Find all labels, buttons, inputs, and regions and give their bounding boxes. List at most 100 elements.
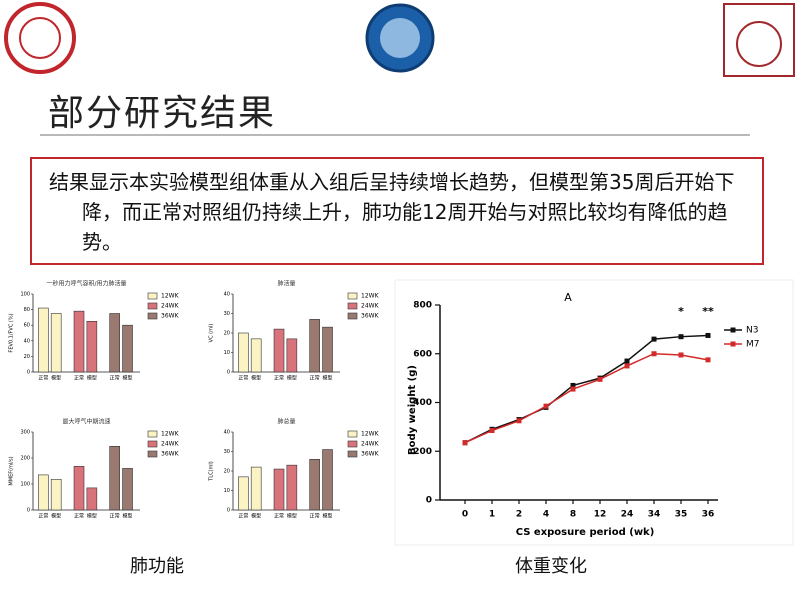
x-tick-label: 正常 bbox=[310, 513, 320, 520]
x-tick-label: 8 bbox=[570, 510, 576, 520]
series-marker bbox=[462, 440, 468, 446]
y-axis-label: Body weight (g) bbox=[407, 365, 418, 455]
y-tick-label: 30 bbox=[224, 311, 230, 317]
x-tick-label: 模型 bbox=[87, 375, 97, 382]
x-tick-label: 正常 bbox=[274, 375, 284, 382]
legend-label: 24WK bbox=[361, 303, 380, 310]
y-tick-label: 0 bbox=[27, 508, 30, 514]
series-marker bbox=[678, 334, 684, 340]
legend-label: 36WK bbox=[361, 313, 380, 320]
legend-swatch bbox=[147, 450, 158, 458]
x-tick-label: 正常 bbox=[74, 375, 84, 382]
legend-label: 12WK bbox=[161, 293, 180, 300]
x-tick-label: 模型 bbox=[251, 375, 261, 382]
x-tick-label: 模型 bbox=[287, 513, 297, 520]
y-tick-label: 800 bbox=[413, 301, 432, 311]
bar bbox=[273, 468, 285, 511]
legend-swatch bbox=[347, 292, 358, 300]
legend-swatch bbox=[147, 430, 158, 438]
legend-swatch bbox=[347, 440, 358, 448]
chart-panel bbox=[394, 279, 794, 546]
y-tick-label: 0 bbox=[227, 508, 230, 514]
y-tick-label: 100 bbox=[20, 292, 30, 298]
legend-label: 36WK bbox=[161, 451, 180, 458]
x-tick-label: 12 bbox=[594, 510, 607, 520]
y-tick-label: 60 bbox=[24, 323, 30, 329]
bar bbox=[73, 310, 85, 373]
y-tick-label: 0 bbox=[227, 370, 230, 376]
bar bbox=[250, 338, 262, 373]
y-tick-label: 400 bbox=[413, 398, 432, 408]
legend-marker bbox=[730, 341, 736, 347]
caption: 体重变化 bbox=[515, 556, 587, 577]
series-marker bbox=[705, 332, 711, 338]
y-tick-label: 600 bbox=[413, 349, 432, 359]
x-tick-label: 34 bbox=[648, 510, 661, 520]
legend-marker bbox=[730, 327, 736, 333]
series-marker bbox=[624, 363, 630, 369]
center-logo-inner bbox=[380, 18, 420, 58]
bar bbox=[86, 320, 98, 373]
x-tick-label: 1 bbox=[489, 510, 495, 520]
legend-label: 36WK bbox=[361, 451, 380, 458]
legend-swatch bbox=[347, 312, 358, 320]
chart-title: 肺活量 bbox=[277, 280, 295, 288]
x-tick-label: 正常 bbox=[38, 513, 48, 520]
annotation: * bbox=[678, 305, 684, 318]
fudan-logo bbox=[4, 2, 76, 74]
chart-title: 一秒用力呼气容积/用力肺活量 bbox=[46, 280, 126, 288]
x-tick-label: 正常 bbox=[238, 375, 248, 382]
y-tick-label: 100 bbox=[20, 482, 30, 488]
legend-label: N3 bbox=[746, 326, 758, 336]
hospital-logo bbox=[723, 3, 795, 77]
bar bbox=[309, 319, 320, 373]
legend-label: 36WK bbox=[161, 313, 180, 320]
bar bbox=[73, 466, 85, 511]
legend-label: 24WK bbox=[161, 441, 180, 448]
series-marker bbox=[570, 386, 576, 392]
series-marker bbox=[516, 418, 522, 424]
summary-box: 结果显示本实验模型组体重从入组后呈持续增长趋势，但模型第35周后开始下降，而正常… bbox=[30, 157, 764, 265]
chart-title: 最大呼气中期流速 bbox=[62, 418, 110, 426]
bar bbox=[322, 326, 333, 373]
bar bbox=[122, 468, 133, 511]
caption: 肺功能 bbox=[130, 556, 184, 577]
bar bbox=[322, 449, 333, 511]
y-tick-label: 200 bbox=[413, 447, 432, 457]
bar bbox=[109, 313, 120, 373]
bar bbox=[122, 324, 133, 373]
series-marker bbox=[570, 382, 576, 388]
legend-label: 12WK bbox=[361, 293, 380, 300]
x-tick-label: 正常 bbox=[74, 513, 84, 520]
bar bbox=[273, 328, 285, 373]
legend-swatch bbox=[147, 302, 158, 310]
x-tick-label: 正常 bbox=[274, 513, 284, 520]
legend-label: 12WK bbox=[161, 431, 180, 438]
bar bbox=[38, 307, 49, 373]
series-marker bbox=[651, 351, 657, 357]
legend-label: M7 bbox=[746, 340, 760, 350]
x-tick-label: 模型 bbox=[323, 375, 333, 382]
bar bbox=[250, 466, 262, 511]
legend-swatch bbox=[147, 440, 158, 448]
y-axis-label: VC (ml) bbox=[209, 324, 215, 343]
series-marker bbox=[624, 358, 630, 364]
y-tick-label: 40 bbox=[224, 430, 230, 436]
series-marker bbox=[705, 357, 711, 363]
x-tick-label: 4 bbox=[543, 510, 549, 520]
x-tick-label: 模型 bbox=[87, 513, 97, 520]
x-tick-label: 正常 bbox=[310, 375, 320, 382]
y-tick-label: 80 bbox=[24, 307, 30, 313]
bar bbox=[238, 476, 249, 511]
x-tick-label: 模型 bbox=[251, 513, 261, 520]
bar bbox=[238, 332, 249, 373]
header-logos bbox=[4, 2, 795, 77]
y-tick-label: 10 bbox=[224, 488, 230, 494]
x-tick-label: 模型 bbox=[287, 375, 297, 382]
bar bbox=[86, 487, 98, 511]
x-tick-label: 模型 bbox=[123, 375, 133, 382]
bar bbox=[286, 464, 298, 511]
bar bbox=[50, 313, 62, 373]
legend-label: 24WK bbox=[361, 441, 380, 448]
